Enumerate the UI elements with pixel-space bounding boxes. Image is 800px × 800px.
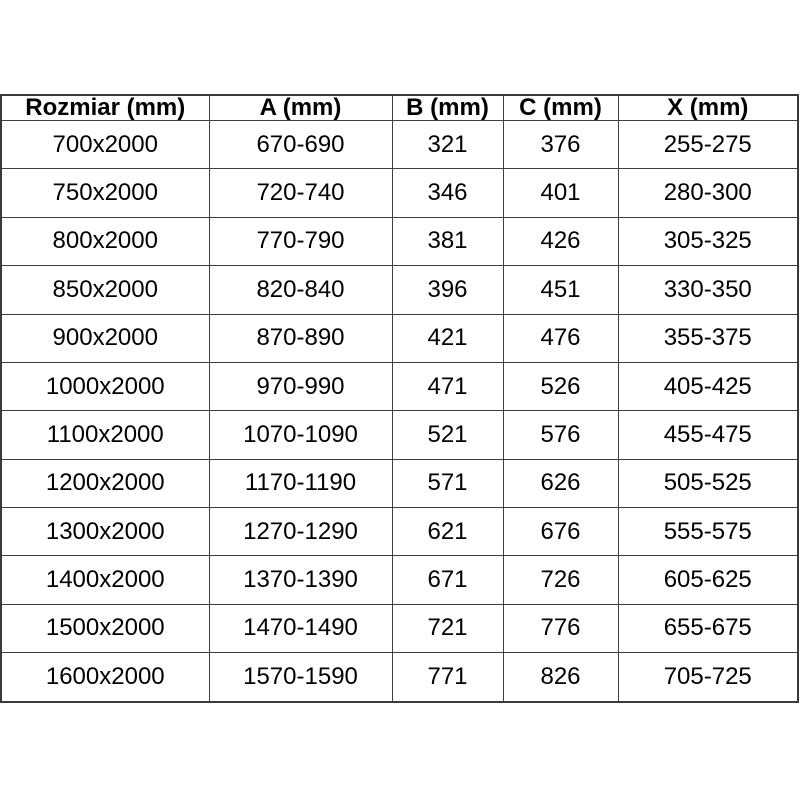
table-row: 1200x2000 1170-1190 571 626 505-525 xyxy=(0,458,799,509)
table-cell: 626 xyxy=(502,458,619,509)
table-row: 1100x2000 1070-1090 521 576 455-475 xyxy=(0,410,799,460)
table-cell: 1400x2000 xyxy=(0,555,210,605)
table-cell: 670-690 xyxy=(208,119,393,170)
table-cell: 280-300 xyxy=(617,168,799,218)
table-cell: 721 xyxy=(391,603,504,654)
table-cell: 750x2000 xyxy=(0,168,210,218)
table-cell: 555-575 xyxy=(617,506,799,557)
table-row: 1600x2000 1570-1590 771 826 705-725 xyxy=(0,652,799,703)
size-dimensions-table: Rozmiar (mm) A (mm) B (mm) C (mm) X (mm)… xyxy=(0,94,799,703)
table-cell: 1300x2000 xyxy=(0,506,210,557)
table-cell: 396 xyxy=(391,265,504,315)
table-cell: 1070-1090 xyxy=(208,410,393,460)
table-cell: 1270-1290 xyxy=(208,506,393,557)
column-header-c: C (mm) xyxy=(502,94,619,121)
table-cell: 321 xyxy=(391,119,504,170)
table-cell: 305-325 xyxy=(617,216,799,267)
table-row: 1300x2000 1270-1290 621 676 555-575 xyxy=(0,506,799,557)
table-row: 1400x2000 1370-1390 671 726 605-625 xyxy=(0,555,799,605)
table-cell: 255-275 xyxy=(617,119,799,170)
table-cell: 476 xyxy=(502,313,619,363)
table-cell: 571 xyxy=(391,458,504,509)
table-cell: 526 xyxy=(502,361,619,412)
table-row: 1000x2000 970-990 471 526 405-425 xyxy=(0,361,799,412)
column-header-b: B (mm) xyxy=(391,94,504,121)
table-cell: 376 xyxy=(502,119,619,170)
table-cell: 826 xyxy=(502,652,619,703)
column-header-x: X (mm) xyxy=(617,94,799,121)
table-cell: 455-475 xyxy=(617,410,799,460)
table-cell: 970-990 xyxy=(208,361,393,412)
table-cell: 850x2000 xyxy=(0,265,210,315)
table-row: 700x2000 670-690 321 376 255-275 xyxy=(0,119,799,170)
table-cell: 1200x2000 xyxy=(0,458,210,509)
table-cell: 605-625 xyxy=(617,555,799,605)
table-cell: 521 xyxy=(391,410,504,460)
table-cell: 471 xyxy=(391,361,504,412)
table-header-row: Rozmiar (mm) A (mm) B (mm) C (mm) X (mm) xyxy=(0,94,799,121)
table-cell: 770-790 xyxy=(208,216,393,267)
table-cell: 426 xyxy=(502,216,619,267)
table-cell: 1170-1190 xyxy=(208,458,393,509)
table-cell: 401 xyxy=(502,168,619,218)
table-cell: 1500x2000 xyxy=(0,603,210,654)
table-cell: 330-350 xyxy=(617,265,799,315)
table-cell: 671 xyxy=(391,555,504,605)
table-cell: 900x2000 xyxy=(0,313,210,363)
table-cell: 726 xyxy=(502,555,619,605)
table-cell: 576 xyxy=(502,410,619,460)
table-row: 750x2000 720-740 346 401 280-300 xyxy=(0,168,799,218)
table-cell: 870-890 xyxy=(208,313,393,363)
table-cell: 451 xyxy=(502,265,619,315)
table-row: 800x2000 770-790 381 426 305-325 xyxy=(0,216,799,267)
table-cell: 381 xyxy=(391,216,504,267)
table-cell: 1570-1590 xyxy=(208,652,393,703)
table-cell: 1600x2000 xyxy=(0,652,210,703)
table-cell: 655-675 xyxy=(617,603,799,654)
table-row: 850x2000 820-840 396 451 330-350 xyxy=(0,265,799,315)
table-cell: 1000x2000 xyxy=(0,361,210,412)
table-cell: 346 xyxy=(391,168,504,218)
table-cell: 621 xyxy=(391,506,504,557)
table-cell: 800x2000 xyxy=(0,216,210,267)
table-cell: 355-375 xyxy=(617,313,799,363)
table-cell: 1370-1390 xyxy=(208,555,393,605)
table-cell: 421 xyxy=(391,313,504,363)
table-cell: 820-840 xyxy=(208,265,393,315)
table-cell: 700x2000 xyxy=(0,119,210,170)
table-cell: 1100x2000 xyxy=(0,410,210,460)
table-cell: 676 xyxy=(502,506,619,557)
table-cell: 405-425 xyxy=(617,361,799,412)
table-cell: 705-725 xyxy=(617,652,799,703)
table-cell: 776 xyxy=(502,603,619,654)
table-row: 900x2000 870-890 421 476 355-375 xyxy=(0,313,799,363)
table-cell: 720-740 xyxy=(208,168,393,218)
table-cell: 505-525 xyxy=(617,458,799,509)
table-cell: 771 xyxy=(391,652,504,703)
table-cell: 1470-1490 xyxy=(208,603,393,654)
column-header-rozmiar: Rozmiar (mm) xyxy=(0,94,210,121)
table-row: 1500x2000 1470-1490 721 776 655-675 xyxy=(0,603,799,654)
column-header-a: A (mm) xyxy=(208,94,393,121)
